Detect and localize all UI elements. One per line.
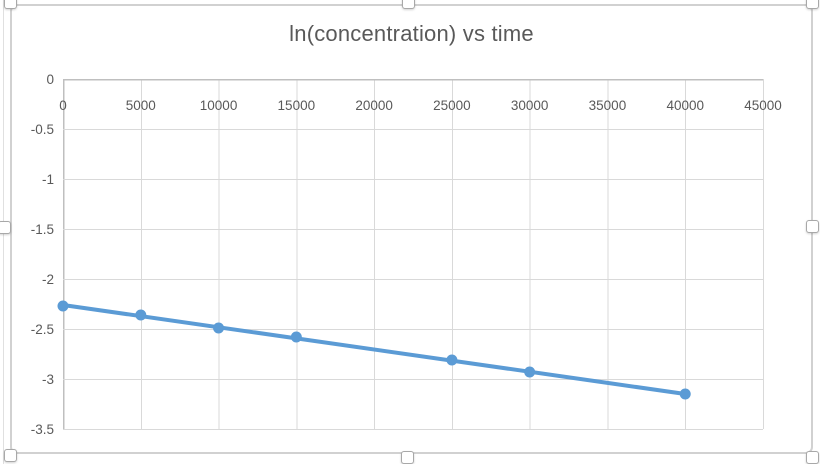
data-point[interactable] [135, 309, 147, 321]
y-axis-tick-label[interactable]: -0.5 [31, 122, 54, 137]
x-axis-tick-label[interactable]: 45000 [744, 98, 782, 113]
x-axis-tick-label[interactable]: 5000 [126, 98, 156, 113]
selection-handle-top-left[interactable] [4, 0, 17, 9]
x-axis-tick-label[interactable]: 30000 [511, 98, 549, 113]
selection-handle-top-right[interactable] [806, 0, 819, 9]
chart-object[interactable]: ln(concentration) vs time 0 5000 10000 1500… [10, 4, 813, 454]
y-axis-tick-label[interactable]: 0 [46, 72, 54, 87]
data-point[interactable] [446, 354, 458, 366]
selection-handle-middle-left[interactable] [0, 221, 11, 234]
plot-area: 0 5000 10000 15000 20000 25000 30000 35000 40000… [31, 72, 782, 437]
y-axis-tick-label[interactable]: -3 [42, 372, 54, 387]
x-axis-tick-label[interactable]: 40000 [666, 98, 704, 113]
data-point[interactable] [679, 388, 691, 400]
x-axis-tick-label[interactable]: 0 [59, 98, 67, 113]
x-axis-tick-label[interactable]: 10000 [200, 98, 238, 113]
data-point[interactable] [524, 366, 536, 378]
x-axis-tick-label[interactable]: 25000 [433, 98, 471, 113]
selection-handle-bottom-left[interactable] [4, 449, 17, 462]
y-axis-tick-label[interactable]: -2 [42, 272, 54, 287]
y-axis-tick-label[interactable]: -1.5 [31, 222, 54, 237]
data-point[interactable] [290, 331, 302, 343]
trendline[interactable] [61, 303, 688, 396]
data-point[interactable] [213, 322, 225, 334]
selection-handle-top-middle[interactable] [402, 0, 415, 9]
y-axis-tick-label[interactable]: -3.5 [31, 422, 54, 437]
x-axis-tick-label[interactable]: 20000 [355, 98, 393, 113]
x-axis-tick-label[interactable]: 15000 [278, 98, 316, 113]
chart-title[interactable]: ln(concentration) vs time [289, 21, 534, 46]
y-axis-tick-label[interactable]: -2.5 [31, 322, 54, 337]
selection-handle-middle-right[interactable] [806, 220, 819, 233]
x-axis-tick-label[interactable]: 35000 [589, 98, 627, 113]
data-point[interactable] [57, 300, 69, 312]
selection-handle-bottom-right[interactable] [806, 451, 819, 464]
y-axis-tick-label[interactable]: -1 [42, 172, 54, 187]
selection-handle-bottom-middle[interactable] [401, 451, 414, 464]
